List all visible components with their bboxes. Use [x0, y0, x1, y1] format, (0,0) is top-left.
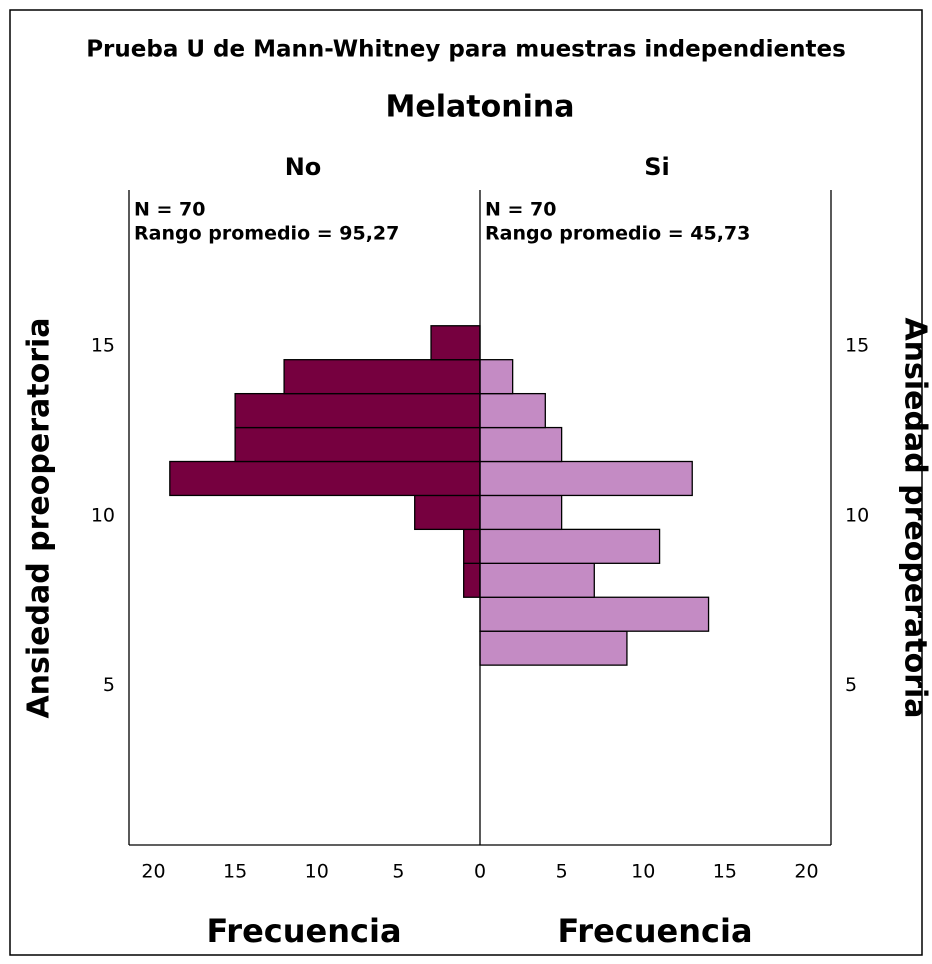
panel-label: Si — [644, 153, 670, 181]
y-axis-label: Ansiedad preoperatoria — [898, 317, 932, 718]
x-tick-label: 10 — [305, 861, 329, 883]
x-tick-label: 20 — [794, 861, 818, 883]
bar — [479, 596, 710, 632]
bar — [283, 359, 481, 395]
annotation: Rango promedio = 95,27 — [134, 223, 399, 245]
bar — [169, 460, 481, 497]
bar — [430, 325, 481, 361]
bar — [479, 359, 514, 395]
bar — [479, 460, 693, 497]
annotation: N = 70 — [134, 199, 206, 221]
x-tick-label: 20 — [141, 861, 165, 883]
y-tick-label: 10 — [845, 504, 869, 526]
annotation: Rango promedio = 45,73 — [485, 223, 750, 245]
x-axis-label: Frecuencia — [206, 912, 401, 950]
bar — [479, 426, 563, 463]
bar — [479, 392, 546, 429]
y-axis-label: Ansiedad preoperatoria — [22, 317, 57, 718]
bar — [463, 562, 481, 598]
chart-title: Prueba U de Mann-Whitney para muestras i… — [86, 37, 846, 63]
x-tick-label: 5 — [556, 861, 568, 883]
y-tick-label: 15 — [91, 335, 115, 357]
bar — [414, 494, 481, 531]
bar — [463, 528, 481, 564]
bar — [234, 426, 481, 463]
bar — [234, 392, 481, 429]
x-tick-label: 10 — [631, 861, 655, 883]
bar — [479, 494, 563, 531]
x-tick-label: 0 — [474, 861, 486, 883]
chart-subtitle: Melatonina — [386, 90, 575, 125]
x-tick-label: 5 — [392, 861, 404, 883]
y-tick-label: 10 — [91, 504, 115, 526]
x-axis-label: Frecuencia — [557, 912, 752, 950]
y-tick-label: 5 — [103, 674, 115, 696]
bar — [479, 630, 628, 666]
panel-label: No — [285, 153, 322, 181]
x-tick-label: 15 — [223, 861, 247, 883]
bar — [479, 528, 661, 564]
y-tick-label: 15 — [845, 335, 869, 357]
annotation: N = 70 — [485, 199, 557, 221]
x-tick-label: 15 — [713, 861, 737, 883]
y-tick-label: 5 — [845, 674, 857, 696]
bar — [479, 562, 595, 598]
